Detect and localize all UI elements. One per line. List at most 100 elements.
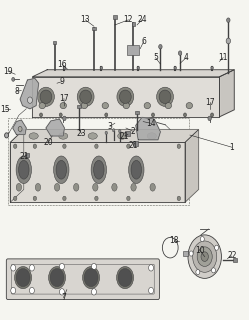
Polygon shape (10, 130, 198, 142)
Text: 9: 9 (60, 77, 64, 86)
Circle shape (152, 113, 154, 117)
Circle shape (91, 289, 96, 295)
Circle shape (15, 267, 32, 289)
Polygon shape (13, 120, 26, 134)
Circle shape (189, 251, 193, 256)
Circle shape (105, 113, 108, 117)
Ellipse shape (77, 87, 94, 106)
Circle shape (33, 196, 37, 201)
Circle shape (60, 263, 64, 270)
Bar (53, 41, 56, 44)
Circle shape (84, 268, 98, 287)
Text: 8: 8 (14, 87, 19, 96)
Circle shape (60, 289, 64, 295)
Text: 19: 19 (3, 67, 13, 76)
Ellipse shape (157, 87, 174, 106)
Circle shape (211, 113, 214, 117)
Circle shape (49, 267, 65, 289)
Circle shape (112, 129, 115, 132)
Text: 13: 13 (80, 15, 90, 24)
Circle shape (201, 252, 208, 261)
Circle shape (226, 38, 231, 44)
Ellipse shape (16, 156, 31, 184)
Text: 17: 17 (205, 98, 214, 107)
Text: 21: 21 (19, 152, 29, 161)
Text: 10: 10 (195, 246, 205, 255)
Ellipse shape (81, 102, 87, 109)
Text: 21: 21 (120, 132, 129, 140)
Circle shape (13, 144, 17, 148)
Polygon shape (46, 119, 64, 136)
Bar (25, 153, 29, 157)
Ellipse shape (118, 133, 127, 139)
Circle shape (177, 196, 181, 201)
Circle shape (227, 18, 230, 22)
Circle shape (178, 51, 182, 55)
Circle shape (33, 144, 37, 148)
Text: 12: 12 (124, 15, 133, 24)
Polygon shape (20, 78, 39, 109)
Circle shape (59, 113, 62, 117)
Circle shape (29, 287, 34, 294)
Text: 16: 16 (57, 60, 67, 68)
Circle shape (177, 144, 181, 148)
Text: 3: 3 (108, 122, 112, 131)
Circle shape (50, 268, 64, 287)
Bar (135, 111, 139, 114)
Circle shape (11, 265, 16, 271)
Bar (133, 141, 138, 146)
Circle shape (137, 66, 139, 69)
Text: 6: 6 (141, 37, 146, 46)
Text: 4: 4 (184, 53, 189, 62)
Ellipse shape (150, 183, 155, 191)
Circle shape (63, 66, 66, 69)
Circle shape (184, 113, 187, 117)
Circle shape (40, 113, 43, 117)
Ellipse shape (55, 183, 60, 191)
Circle shape (200, 236, 204, 242)
Circle shape (11, 287, 16, 294)
Circle shape (63, 116, 66, 121)
Ellipse shape (38, 87, 54, 106)
Bar (183, 251, 188, 256)
Text: 15: 15 (0, 105, 10, 114)
Text: 1: 1 (229, 143, 234, 152)
Text: 22: 22 (227, 252, 237, 260)
Circle shape (212, 268, 215, 273)
Ellipse shape (131, 183, 136, 191)
Ellipse shape (60, 102, 66, 109)
Text: 18: 18 (169, 236, 179, 245)
Ellipse shape (123, 102, 129, 109)
Circle shape (105, 131, 108, 134)
Circle shape (95, 196, 98, 201)
Circle shape (117, 267, 133, 289)
Ellipse shape (144, 102, 150, 109)
Ellipse shape (94, 160, 104, 179)
Ellipse shape (102, 102, 109, 109)
Circle shape (18, 126, 22, 132)
Circle shape (27, 97, 32, 103)
Bar (77, 105, 81, 108)
Ellipse shape (91, 156, 107, 184)
Polygon shape (32, 70, 234, 77)
Circle shape (91, 263, 96, 270)
Ellipse shape (80, 90, 92, 104)
Polygon shape (136, 117, 160, 140)
Circle shape (215, 245, 219, 250)
Circle shape (13, 196, 17, 201)
Circle shape (208, 116, 211, 121)
Ellipse shape (35, 183, 41, 191)
Circle shape (127, 144, 130, 148)
Ellipse shape (165, 102, 172, 109)
Circle shape (4, 133, 8, 138)
Circle shape (159, 44, 162, 49)
Text: 24: 24 (137, 15, 147, 24)
Circle shape (12, 77, 15, 81)
Ellipse shape (59, 133, 68, 139)
Ellipse shape (112, 183, 117, 191)
Polygon shape (219, 70, 234, 117)
Text: 11: 11 (218, 53, 228, 62)
Circle shape (193, 241, 217, 272)
Circle shape (149, 265, 153, 271)
Circle shape (118, 268, 132, 287)
